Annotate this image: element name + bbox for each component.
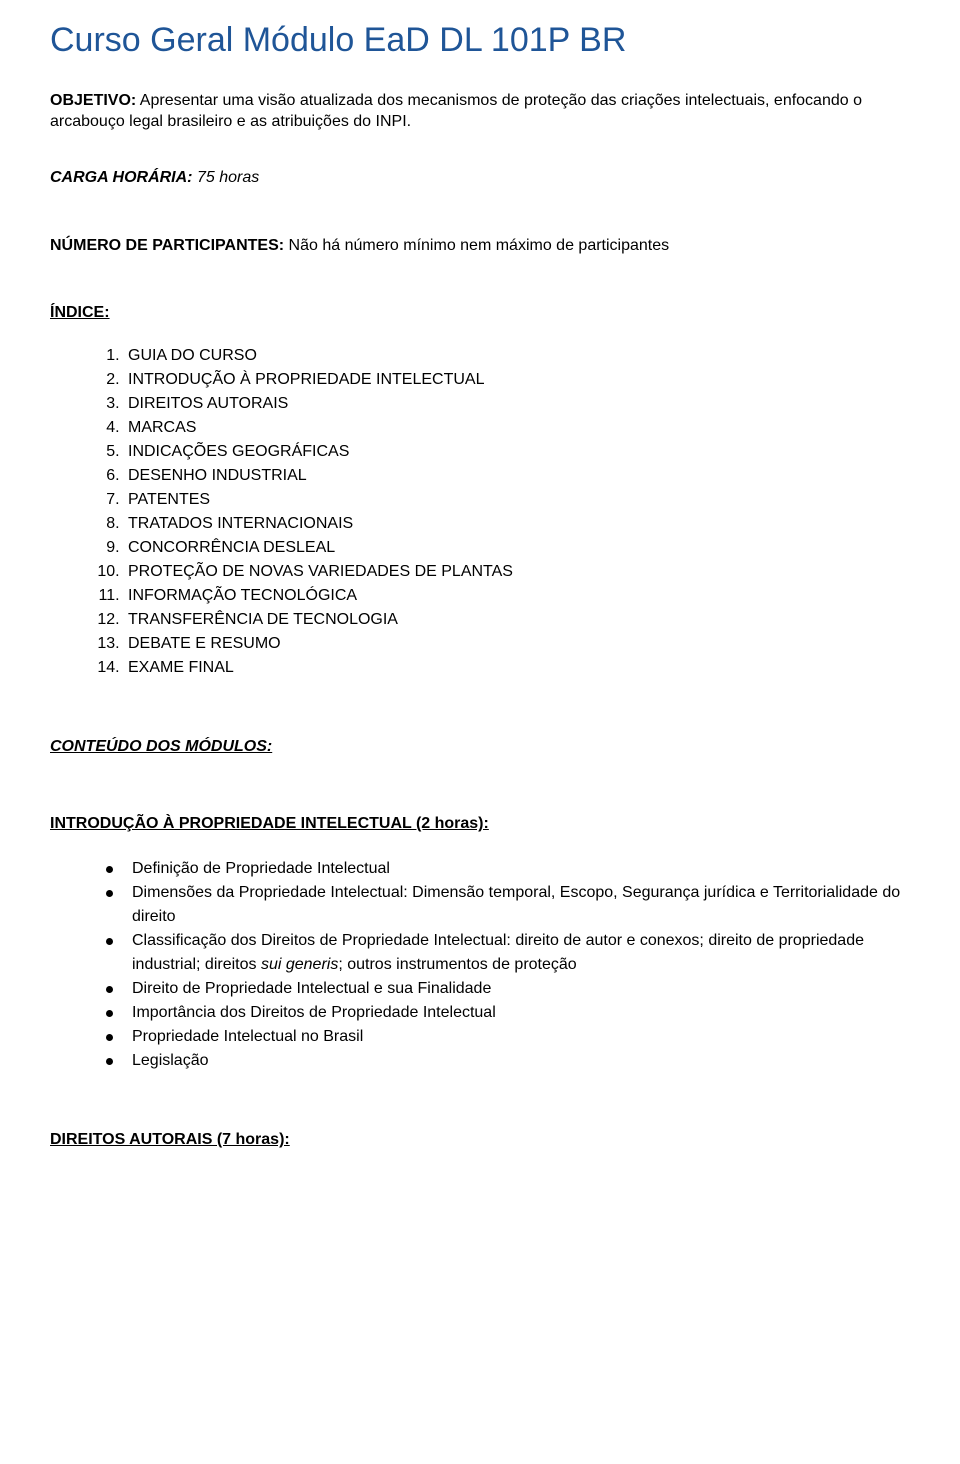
bullet-item: Classificação dos Direitos de Propriedad… — [106, 929, 910, 977]
indice-item: EXAME FINAL — [124, 656, 910, 680]
indice-item: INFORMAÇÃO TECNOLÓGICA — [124, 584, 910, 608]
indice-item: DEBATE E RESUMO — [124, 632, 910, 656]
indice-item: TRATADOS INTERNACIONAIS — [124, 512, 910, 536]
indice-item: PATENTES — [124, 488, 910, 512]
objetivo-label: OBJETIVO: — [50, 92, 136, 109]
carga-value: 75 horas — [193, 169, 260, 186]
bullet-item: Propriedade Intelectual no Brasil — [106, 1025, 910, 1049]
objetivo-text: Apresentar uma visão atualizada dos meca… — [50, 92, 862, 131]
bullet-item: Importância dos Direitos de Propriedade … — [106, 1001, 910, 1025]
conteudo-label: CONTEÚDO DOS MÓDULOS: — [50, 736, 910, 758]
page-title: Curso Geral Módulo EaD DL 101P BR — [50, 18, 910, 64]
module-heading-introducao: INTRODUÇÃO À PROPRIEDADE INTELECTUAL (2 … — [50, 813, 910, 835]
indice-item: TRANSFERÊNCIA DE TECNOLOGIA — [124, 608, 910, 632]
indice-item: INDICAÇÕES GEOGRÁFICAS — [124, 440, 910, 464]
module-bullets-introducao: Definição de Propriedade Intelectual Dim… — [50, 857, 910, 1073]
indice-item: INTRODUÇÃO À PROPRIEDADE INTELECTUAL — [124, 368, 910, 392]
bullet-text: ; outros instrumentos de proteção — [338, 956, 576, 973]
carga-label: CARGA HORÁRIA: — [50, 169, 193, 186]
indice-item: PROTEÇÃO DE NOVAS VARIEDADES DE PLANTAS — [124, 560, 910, 584]
bullet-item: Definição de Propriedade Intelectual — [106, 857, 910, 881]
carga-horaria: CARGA HORÁRIA: 75 horas — [50, 167, 910, 189]
bullet-item: Direito de Propriedade Intelectual e sua… — [106, 977, 910, 1001]
sui-generis: sui generis — [261, 956, 338, 973]
indice-item: CONCORRÊNCIA DESLEAL — [124, 536, 910, 560]
indice-item: DESENHO INDUSTRIAL — [124, 464, 910, 488]
participantes-value: Não há número mínimo nem máximo de parti… — [284, 237, 669, 254]
module-heading-direitos-autorais: DIREITOS AUTORAIS (7 horas): — [50, 1129, 910, 1151]
indice-item: DIREITOS AUTORAIS — [124, 392, 910, 416]
objetivo-paragraph: OBJETIVO: Apresentar uma visão atualizad… — [50, 90, 910, 133]
indice-item: MARCAS — [124, 416, 910, 440]
bullet-item: Legislação — [106, 1049, 910, 1073]
bullet-item: Dimensões da Propriedade Intelectual: Di… — [106, 881, 910, 929]
participantes: NÚMERO DE PARTICIPANTES: Não há número m… — [50, 235, 910, 257]
indice-label: ÍNDICE: — [50, 302, 910, 324]
indice-list: GUIA DO CURSO INTRODUÇÃO À PROPRIEDADE I… — [50, 344, 910, 680]
participantes-label: NÚMERO DE PARTICIPANTES: — [50, 237, 284, 254]
indice-item: GUIA DO CURSO — [124, 344, 910, 368]
